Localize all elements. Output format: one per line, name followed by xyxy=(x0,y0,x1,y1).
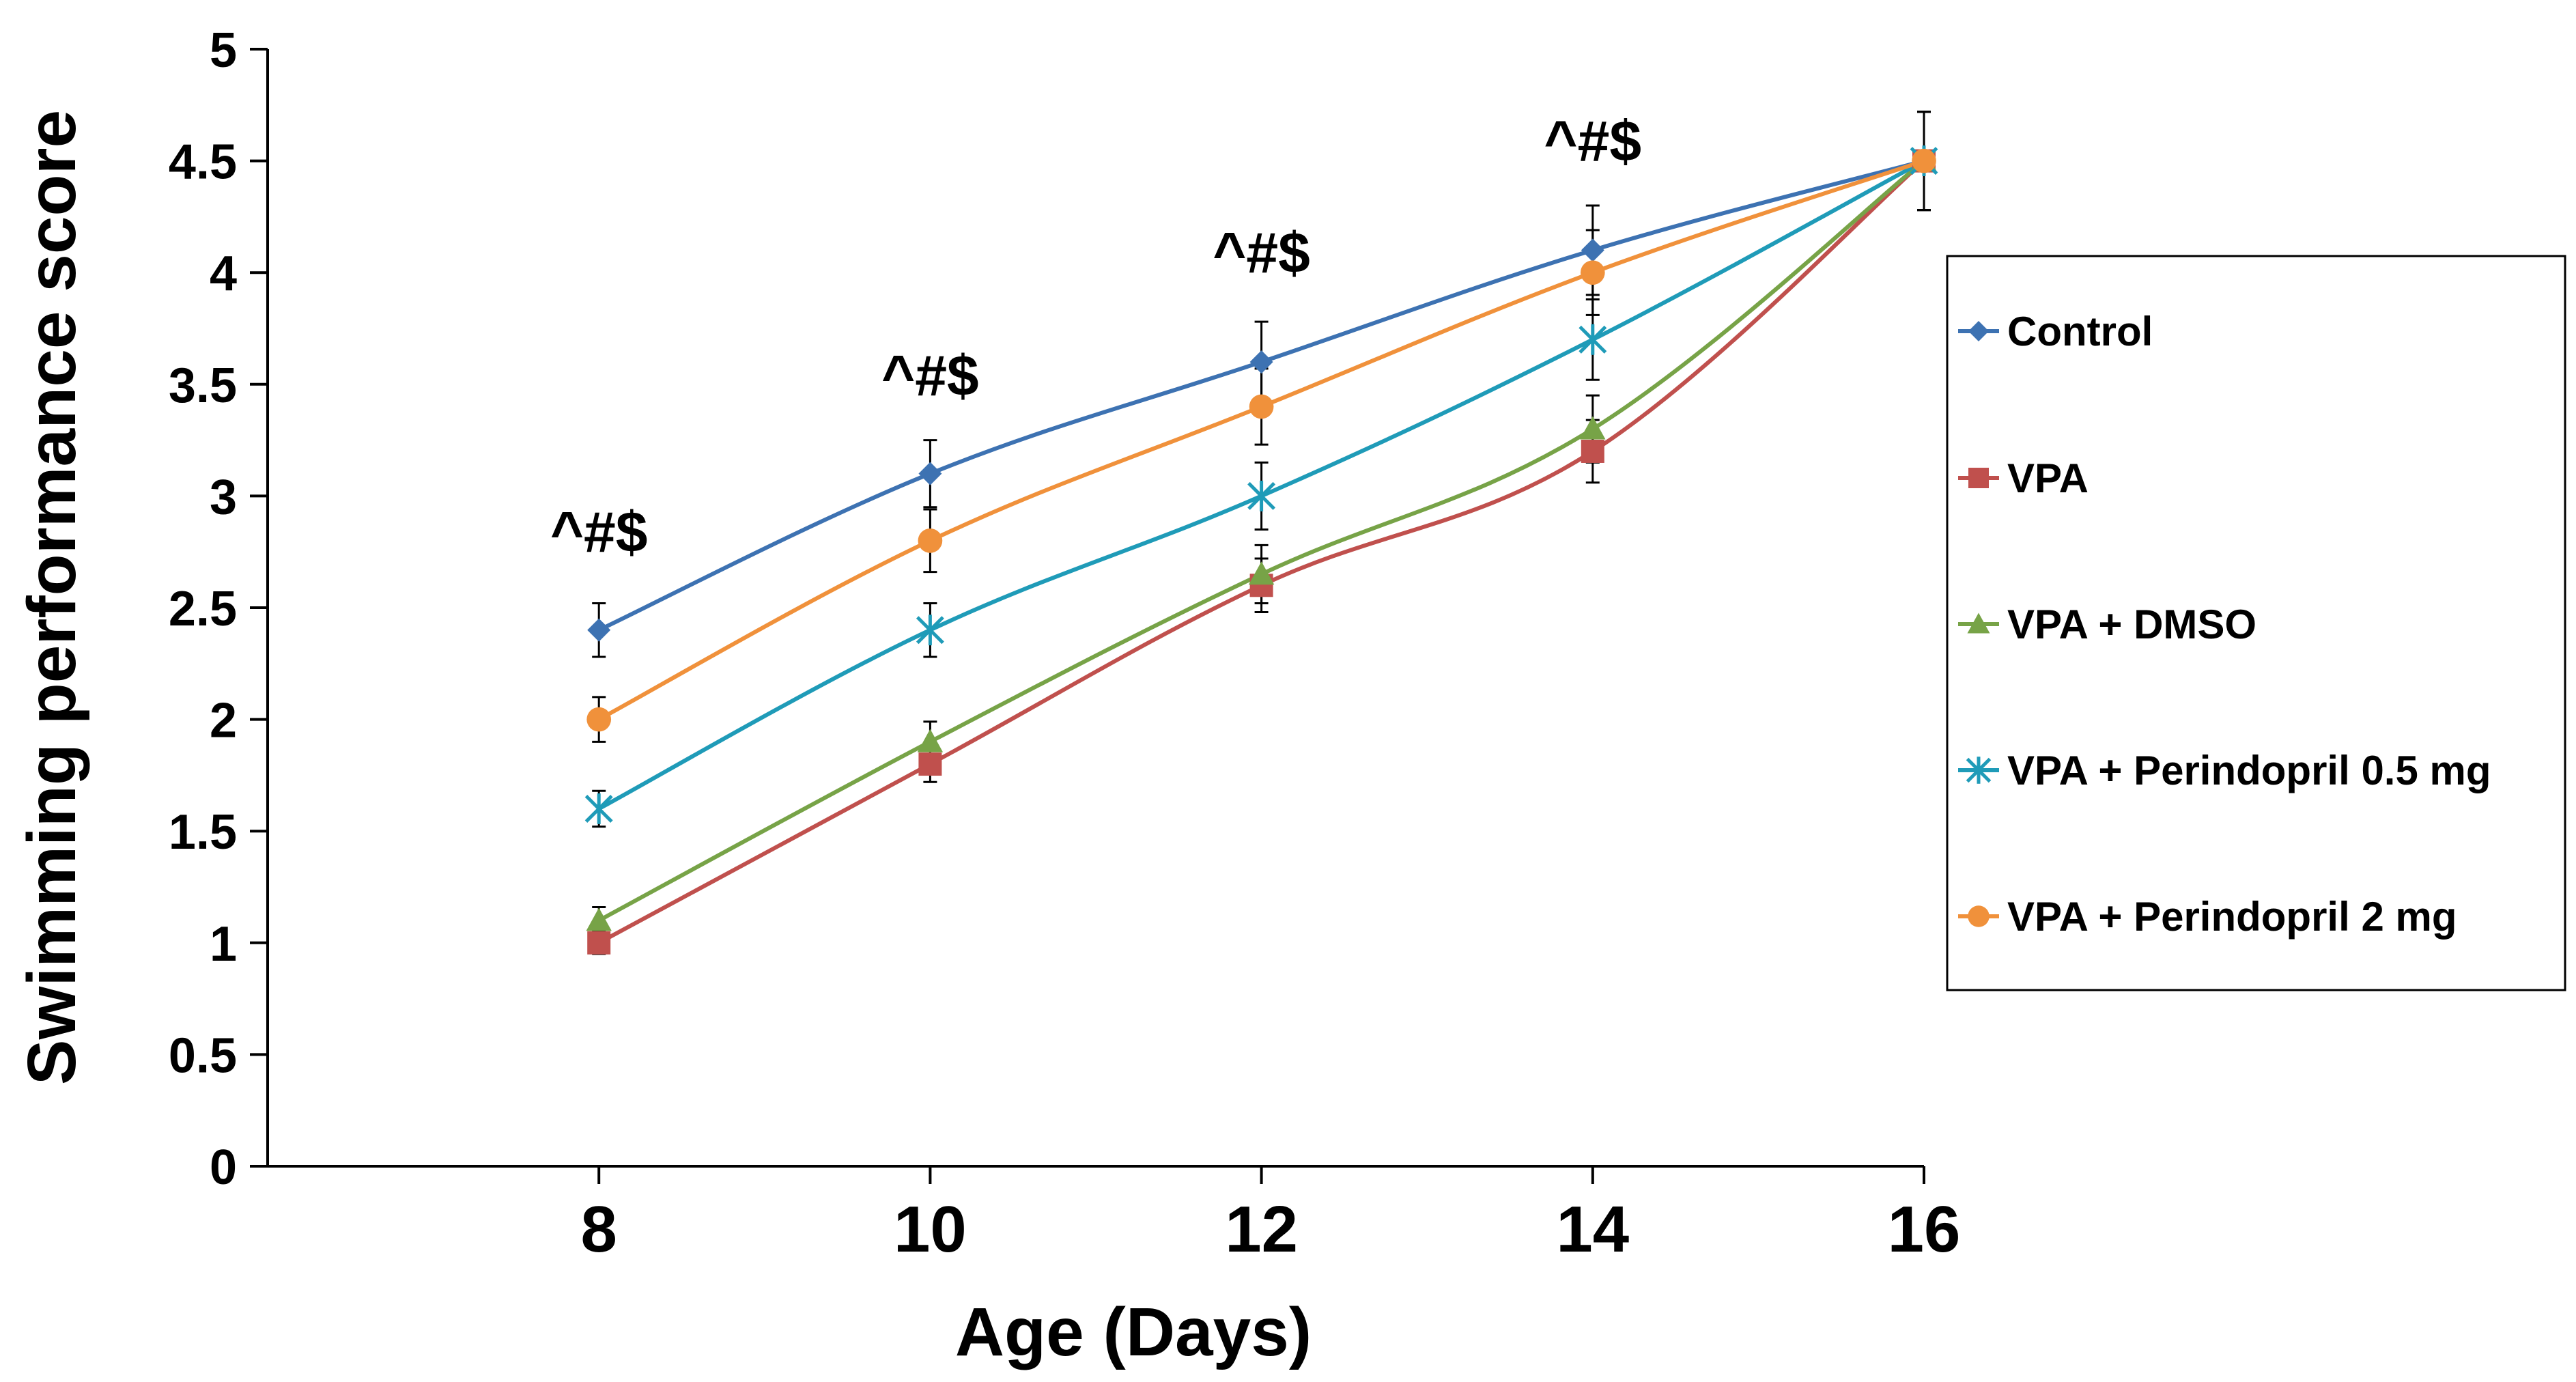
x-axis-ticks: 8 10 12 14 16 xyxy=(581,1166,1961,1266)
y-tick-label: 4.5 xyxy=(169,135,237,190)
y-tick-label: 2.5 xyxy=(169,582,237,636)
significance-annotation: ^#$ xyxy=(1213,221,1310,285)
data-point xyxy=(587,618,611,642)
data-point xyxy=(584,793,613,824)
data-point xyxy=(1248,561,1275,585)
data-point xyxy=(1966,757,1992,784)
y-tick-label: 4 xyxy=(210,246,237,301)
x-tick-label: 16 xyxy=(1888,1193,1961,1266)
significance-annotation: ^#$ xyxy=(1544,109,1642,173)
data-point xyxy=(917,729,944,752)
data-point xyxy=(1968,468,1989,488)
data-point xyxy=(1581,439,1604,463)
annotations: ^#$ ^#$ ^#$ ^#$ xyxy=(550,109,1641,565)
data-point xyxy=(1249,350,1273,374)
x-tick-label: 8 xyxy=(581,1193,617,1266)
data-point xyxy=(1249,394,1274,419)
data-point xyxy=(918,528,943,553)
data-point xyxy=(586,907,612,931)
significance-annotation: ^#$ xyxy=(550,500,648,564)
y-tick-label: 1 xyxy=(210,917,237,972)
legend-label: VPA + Perindopril 2 mg xyxy=(2007,894,2457,940)
legend-box xyxy=(1946,255,2566,991)
x-tick-label: 12 xyxy=(1225,1193,1298,1266)
data-point xyxy=(918,462,942,485)
data-point xyxy=(1580,416,1606,440)
legend-label: VPA + Perindopril 0.5 mg xyxy=(2007,748,2491,793)
y-tick-label: 2 xyxy=(210,694,237,748)
y-tick-label: 3.5 xyxy=(169,358,237,413)
data-point xyxy=(918,752,942,776)
legend-label: VPA xyxy=(2007,455,2089,501)
y-axis-ticks: 0 0.5 1 1.5 2 2.5 3 3.5 4 4.5 5 xyxy=(169,23,268,1195)
data-point xyxy=(1581,238,1604,262)
data-point xyxy=(1912,148,1936,173)
data-point xyxy=(1968,905,1990,927)
data-point xyxy=(587,931,611,955)
axes xyxy=(266,49,1924,1168)
data-point xyxy=(916,615,944,646)
legend: Control VPA VPA + DMSO VPA + Perindopril 0.… xyxy=(1946,255,2566,991)
x-tick-label: 14 xyxy=(1556,1193,1629,1266)
y-tick-label: 1.5 xyxy=(169,805,237,860)
series-layer xyxy=(584,111,1938,955)
legend-label: Control xyxy=(2007,309,2153,354)
significance-annotation: ^#$ xyxy=(881,343,979,408)
data-point xyxy=(1247,480,1276,511)
data-point xyxy=(1579,324,1607,355)
data-point xyxy=(1580,260,1605,285)
x-axis-label: Age (Days) xyxy=(955,1294,1312,1370)
data-point xyxy=(586,707,612,732)
y-tick-label: 3 xyxy=(210,470,237,524)
data-point xyxy=(1967,612,1990,634)
y-tick-label: 0.5 xyxy=(169,1028,237,1083)
y-tick-label: 5 xyxy=(210,23,237,78)
x-tick-label: 10 xyxy=(894,1193,967,1266)
legend-label: VPA + DMSO xyxy=(2007,602,2256,647)
y-tick-label: 0 xyxy=(210,1140,237,1195)
y-axis-label: Swimming performance score xyxy=(14,110,90,1085)
data-point xyxy=(1968,321,1989,341)
